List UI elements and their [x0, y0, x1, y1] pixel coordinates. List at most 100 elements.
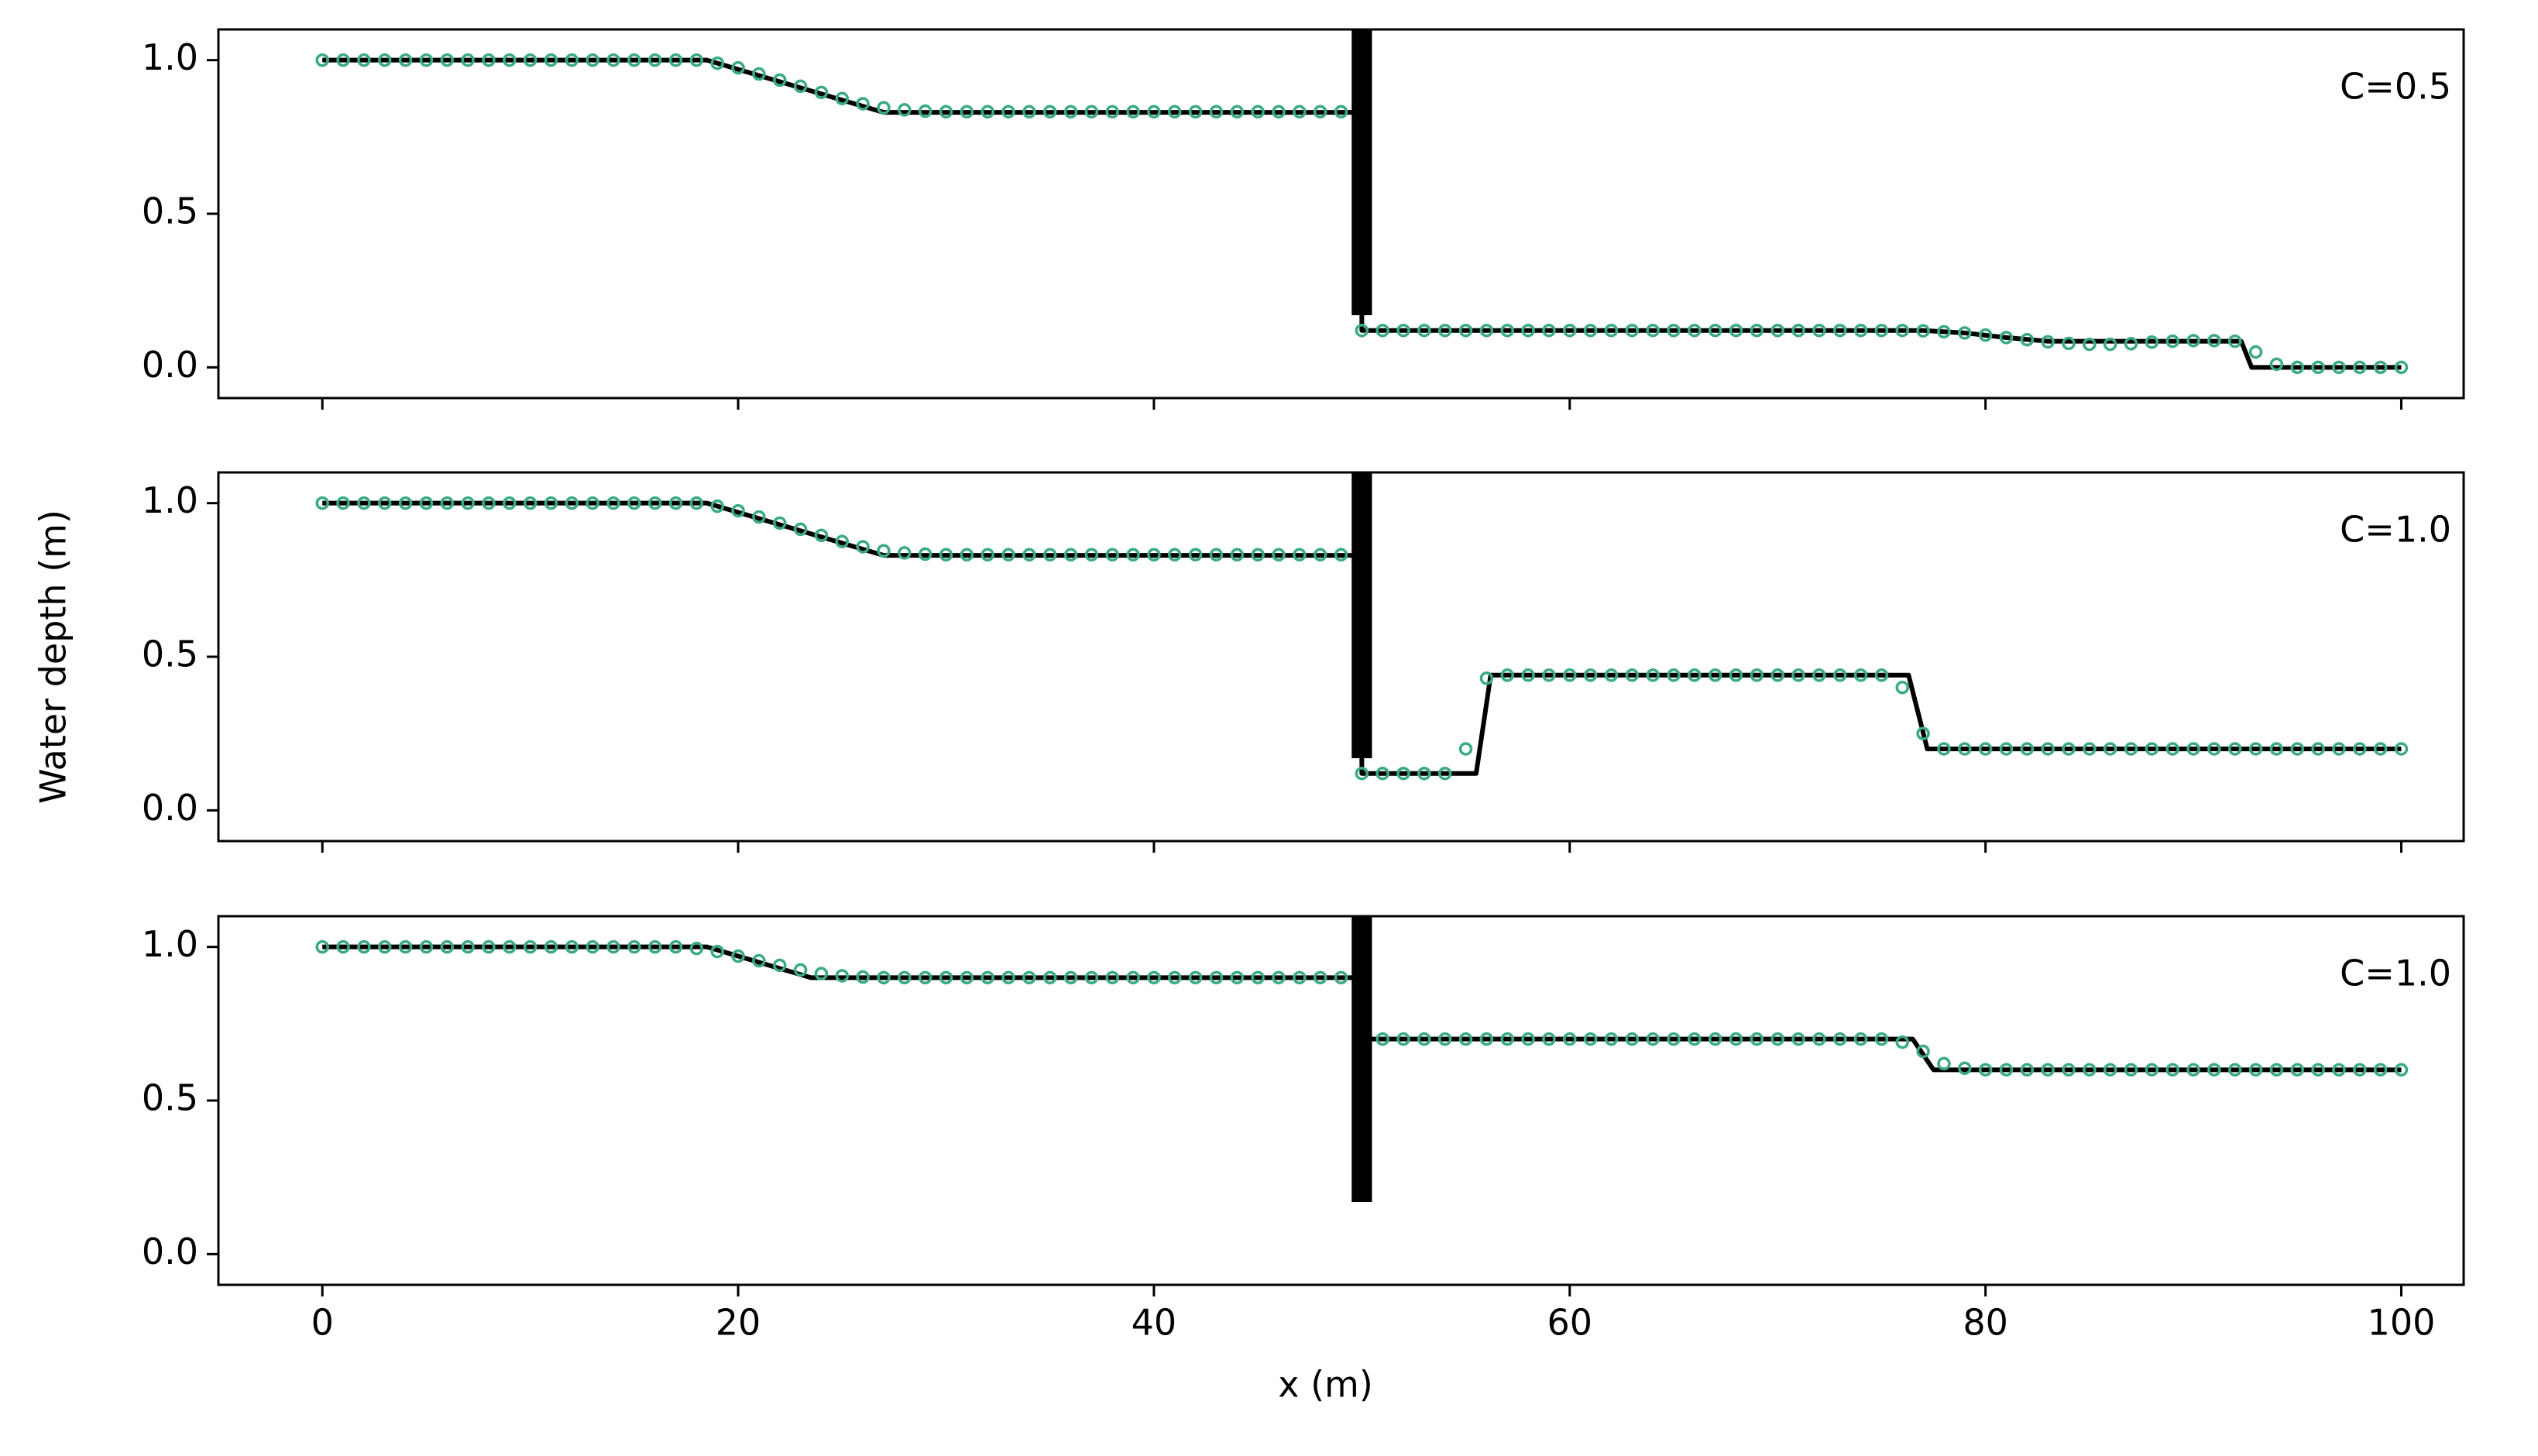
data-point [898, 103, 912, 117]
data-point [1895, 1035, 1909, 1049]
annotation: C=1.0 [2340, 509, 2451, 551]
data-point [1500, 323, 1514, 338]
data-point [981, 105, 994, 119]
data-point [2332, 360, 2346, 375]
wall-overlay [1351, 472, 1372, 758]
data-point [1396, 1032, 1410, 1046]
data-point [1230, 548, 1245, 562]
data-point [1916, 726, 1930, 740]
data-point [1895, 680, 1909, 695]
data-point [419, 53, 434, 67]
data-point [1209, 548, 1224, 562]
data-point [2020, 332, 2035, 347]
data-point [1708, 1032, 1722, 1046]
panel: 0.0 0.5 1.0 C=1.0 Water depth (m) [33, 471, 2465, 853]
data-point [2062, 742, 2076, 756]
data-point [793, 79, 808, 94]
data-point [1022, 970, 1036, 985]
data-point [647, 939, 662, 954]
data-point [1126, 970, 1140, 985]
data-point [1168, 970, 1182, 985]
data-point [668, 53, 683, 67]
y-tick-label: 0.5 [142, 191, 198, 232]
data-point [1355, 766, 1369, 781]
data-point [627, 53, 641, 67]
y-tick-label: 1.0 [142, 923, 198, 965]
data-point [357, 496, 371, 510]
data-point [877, 970, 891, 985]
data-point [1293, 105, 1307, 119]
data-point [1812, 323, 1826, 338]
data-point [1563, 1032, 1577, 1046]
data-point [377, 496, 392, 510]
data-point [1895, 323, 1909, 338]
data-point [2041, 1063, 2055, 1077]
data-point [523, 53, 537, 67]
data-point [1188, 970, 1203, 985]
data-point [814, 967, 829, 980]
data-point [1853, 323, 1868, 338]
data-point [2165, 742, 2179, 756]
axes-frame [217, 471, 2465, 843]
data-point [2103, 337, 2117, 352]
data-point [1729, 1032, 1743, 1046]
data-point [1770, 323, 1784, 338]
data-point [1417, 1032, 1431, 1046]
data-point [357, 939, 371, 954]
data-point [461, 53, 475, 67]
data-point [2020, 742, 2035, 756]
data-point [856, 97, 870, 111]
data-point [586, 496, 599, 510]
data-point [1147, 970, 1161, 985]
data-point [1958, 742, 1972, 756]
data-point [814, 528, 829, 543]
data-point [1667, 323, 1681, 338]
data-point [1916, 324, 1930, 338]
data-point [1874, 323, 1889, 338]
wall-overlay [1351, 916, 1372, 1202]
data-point [2207, 334, 2221, 348]
data-point [336, 939, 350, 954]
data-point [2373, 1063, 2388, 1077]
y-tick-label: 0.0 [142, 344, 198, 386]
data-point [503, 53, 517, 67]
data-point [960, 548, 974, 562]
data-point [2124, 742, 2138, 756]
data-point [1355, 323, 1369, 338]
data-point [606, 496, 620, 510]
data-point [2394, 360, 2409, 375]
data-point [1105, 105, 1119, 119]
data-point [918, 104, 932, 118]
data-point [2227, 334, 2242, 349]
data-point [773, 73, 787, 88]
data-point [565, 53, 579, 67]
data-point [1999, 1063, 2014, 1077]
data-point [586, 53, 599, 67]
data-point [2124, 1063, 2138, 1077]
data-point [1063, 105, 1078, 119]
data-point [2227, 742, 2242, 756]
data-point [939, 548, 953, 562]
wall-overlay [1351, 29, 1372, 315]
panel: 0.0 0.5 1.0 0 20 40 60 80 100 C=1.0 x (m) [142, 915, 2465, 1406]
axes-frame [217, 915, 2465, 1286]
data-point [1126, 548, 1140, 562]
data-point [440, 53, 455, 67]
data-point [1978, 1063, 1993, 1077]
data-point [1625, 323, 1640, 338]
x-tick-label: 100 [2368, 1302, 2436, 1344]
data-point [877, 544, 891, 558]
data-point [2373, 742, 2388, 756]
data-point [1147, 105, 1161, 119]
data-point [1458, 742, 1473, 756]
data-point [1812, 668, 1826, 682]
data-point [1084, 970, 1099, 985]
data-point [482, 53, 496, 67]
data-point [440, 496, 455, 510]
data-point [835, 969, 850, 983]
data-point [1832, 323, 1847, 338]
data-point [1729, 668, 1743, 682]
data-point [419, 496, 434, 510]
x-tick-label: 20 [716, 1302, 761, 1344]
data-point [1791, 1032, 1805, 1046]
